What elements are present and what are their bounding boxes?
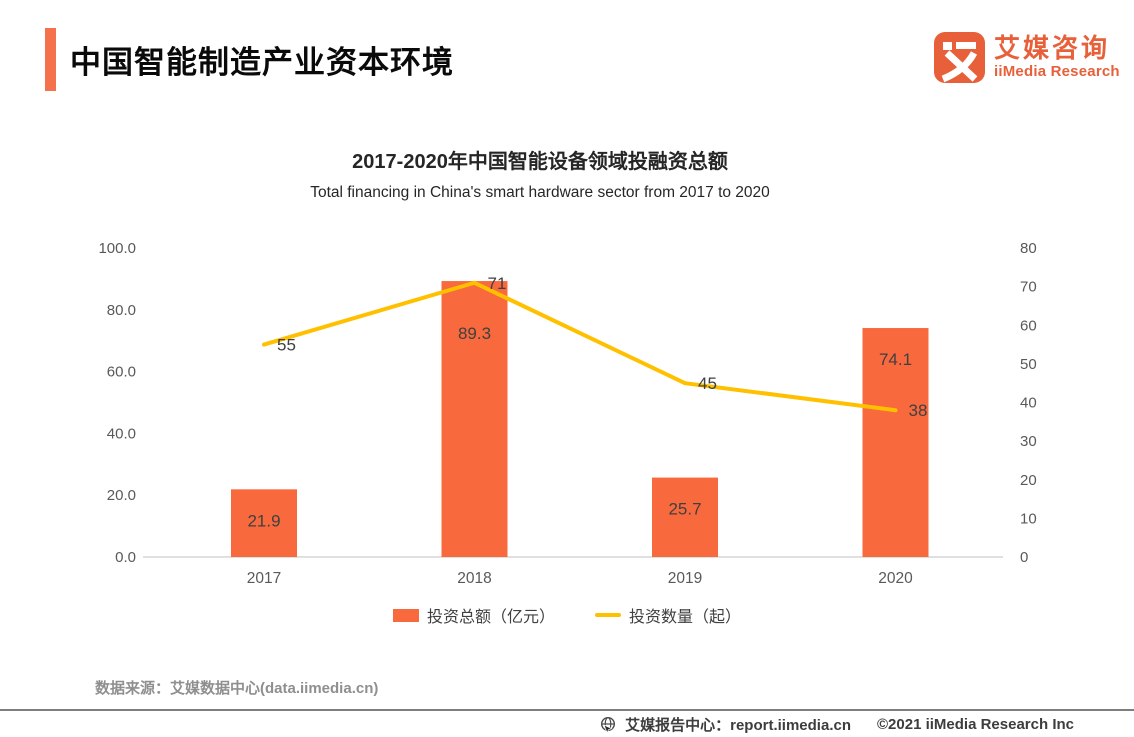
line-label-2018: 71 — [488, 274, 507, 293]
left-axis-tick: 0.0 — [115, 549, 136, 566]
footer-divider — [0, 709, 1134, 711]
bar-series-swatch-icon — [392, 608, 419, 622]
chart-subtitle: Total financing in China's smart hardwar… — [310, 184, 770, 201]
legend-item-line: 投资数量（起） — [595, 603, 741, 627]
bar-2017 — [231, 489, 297, 557]
data-source: 数据来源：艾媒数据中心(data.iimedia.cn) — [95, 680, 379, 697]
footer-copyright: ©2021 iiMedia Research Inc — [877, 716, 1074, 733]
logo-name-cn: 艾媒咨询 — [994, 33, 1111, 63]
bar-2019 — [652, 477, 718, 557]
right-axis-tick: 50 — [1020, 356, 1037, 373]
page-footer: 艾媒报告中心：report.iimedia.cn ©2021 iiMedia R… — [599, 714, 1074, 735]
chart-legend: 投资总额（亿元） 投资数量（起） — [0, 603, 1134, 627]
x-axis-label-2019: 2019 — [668, 570, 702, 587]
right-axis-tick: 20 — [1020, 472, 1037, 489]
legend-item-bars: 投资总额（亿元） — [392, 603, 555, 627]
left-axis-tick: 100.0 — [98, 240, 136, 257]
bar-2020 — [862, 328, 929, 557]
footer-report-center: 艾媒报告中心：report.iimedia.cn — [625, 717, 851, 734]
combo-chart: 100.0 80.0 60.0 40.0 20.0 0.0 80 70 60 50 40 30 20 10… — [98, 240, 1037, 587]
bar-label-2019: 25.7 — [668, 500, 701, 519]
left-axis-tick: 20.0 — [107, 487, 136, 504]
right-axis-tick: 30 — [1020, 433, 1037, 450]
logo-text: 艾媒咨询 iiMedia Research — [994, 32, 1120, 81]
iimedia-logo-icon — [934, 32, 985, 83]
line-series-swatch-icon — [595, 613, 621, 617]
bar-label-2017: 21.9 — [247, 511, 280, 530]
right-axis-tick: 40 — [1020, 395, 1037, 412]
right-axis-tick: 10 — [1020, 510, 1037, 527]
title-accent-bar — [45, 28, 56, 91]
line-label-2019: 45 — [698, 374, 717, 393]
x-axis-label-2020: 2020 — [878, 570, 913, 587]
bar-label-2020: 74.1 — [879, 350, 912, 369]
right-axis-tick: 70 — [1020, 279, 1037, 296]
page-header: 中国智能制造产业资本环境 — [45, 28, 454, 91]
legend-label-bars: 投资总额（亿元） — [426, 609, 555, 626]
x-axis-label-2018: 2018 — [457, 570, 491, 587]
chart-title: 2017-2020年中国智能设备领域投融资总额 — [352, 151, 728, 173]
right-axis-tick: 80 — [1020, 240, 1037, 257]
left-axis-tick: 80.0 — [107, 302, 136, 319]
left-axis-tick: 60.0 — [107, 364, 136, 381]
x-axis-label-2017: 2017 — [247, 570, 281, 587]
page-title: 中国智能制造产业资本环境 — [70, 45, 454, 80]
right-axis-tick: 60 — [1020, 317, 1037, 334]
line-label-2020: 38 — [909, 401, 928, 420]
legend-label-line: 投资数量（起） — [629, 609, 742, 626]
logo-name-en: iiMedia Research — [994, 63, 1120, 80]
bar-label-2018: 89.3 — [458, 324, 491, 343]
line-label-2017: 55 — [277, 336, 296, 355]
bar-2018 — [441, 281, 508, 557]
right-axis-tick: 0 — [1020, 549, 1028, 566]
left-axis-tick: 40.0 — [107, 425, 136, 442]
globe-icon — [601, 716, 616, 734]
line-series — [262, 280, 898, 413]
iimedia-logo: 艾媒咨询 iiMedia Research — [934, 32, 1120, 83]
